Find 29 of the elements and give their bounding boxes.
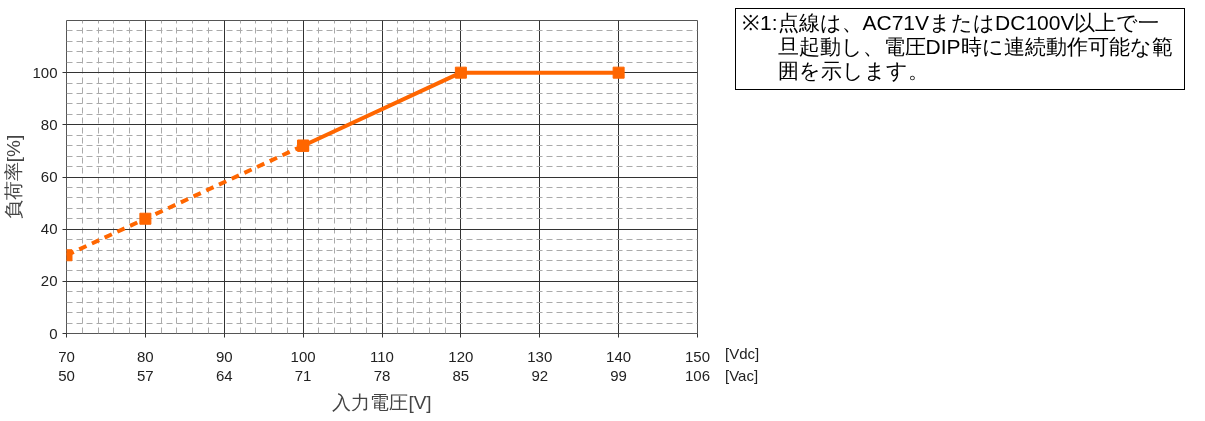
x-tick-label: 130 (527, 347, 553, 365)
text: [Vdc] (725, 344, 760, 364)
x-tick-label: 70 (58, 347, 75, 365)
y-tick-label: 60 (40, 168, 58, 185)
x2-tick-label: 57 (137, 366, 154, 384)
x2-tick-label: 99 (610, 366, 627, 384)
x-tick-label: 110 (370, 347, 394, 365)
text: [Vac] (725, 366, 760, 386)
x2-tick-label: 85 (452, 366, 470, 384)
x-tick-label: 100 (290, 347, 316, 365)
x-axis-title: 入力電圧[V] (332, 391, 432, 413)
x2-tick-label: 92 (531, 366, 549, 384)
x2-tick-label: 106 (684, 366, 711, 384)
y-tick-label: 100 (32, 63, 58, 81)
x2-tick-label: 50 (58, 366, 75, 384)
x-tick-label: 140 (606, 347, 632, 365)
y-tick-label: 40 (40, 220, 58, 238)
y-tick-label: 80 (40, 115, 58, 133)
x2-tick-label: 64 (215, 366, 233, 384)
x2-tick-label: 71 (294, 366, 312, 384)
y-axis-title: 負荷率[%] (3, 134, 25, 220)
text: ※1:点線は、AC71VまたはDC100V以上で一旦起動し、電圧DIP時に連続動作可能な範囲を示します。 (742, 11, 1174, 84)
x-tick-label: 90 (215, 347, 233, 365)
x2-tick-label: 78 (373, 366, 391, 384)
y-tick-label: 20 (40, 272, 58, 290)
x-tick-label: 150 (684, 347, 711, 365)
x-tick-label: 120 (448, 347, 474, 365)
y-tick-label: 0 (49, 324, 58, 342)
x-tick-label: 80 (137, 347, 154, 365)
